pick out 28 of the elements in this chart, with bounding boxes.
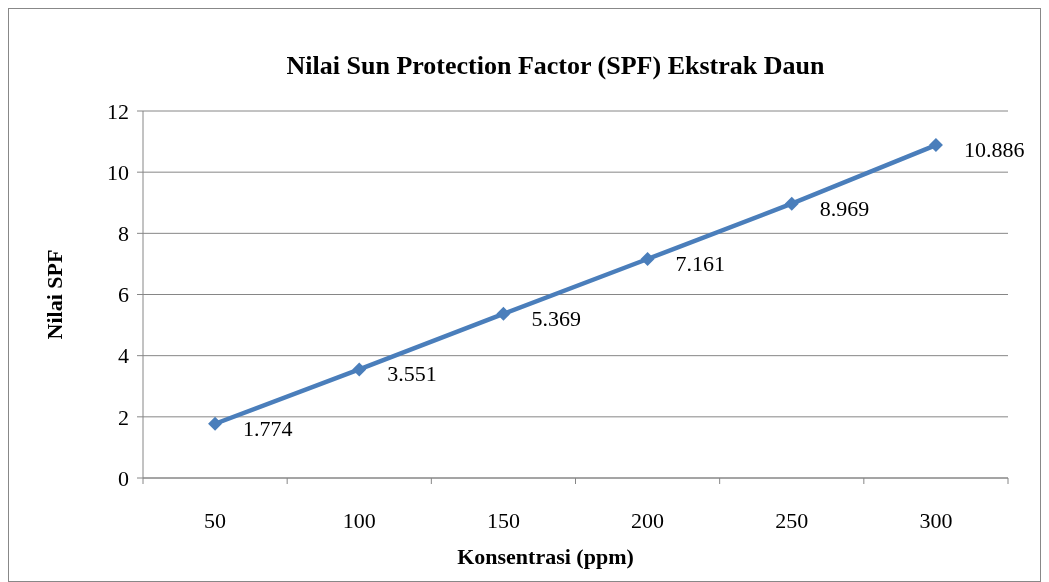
data-label: 1.774: [243, 415, 293, 441]
y-tick-label: 8: [118, 221, 129, 247]
x-tick-label: 300: [919, 508, 953, 533]
x-tick-label: 100: [342, 508, 376, 533]
y-tick-label: 12: [107, 98, 129, 124]
y-tick-label: 4: [118, 343, 129, 369]
point: [784, 196, 799, 211]
point: [496, 306, 511, 321]
x-tick-label: 150: [486, 508, 520, 533]
y-tick-label: 2: [118, 404, 129, 430]
data-label: 5.369: [531, 305, 581, 331]
x-tick-label: 250: [775, 508, 809, 533]
data-label: 7.161: [675, 250, 726, 276]
y-tick-label: 0: [118, 465, 129, 491]
x-axis-title: Konsentrasi (ppm): [457, 544, 634, 569]
chart-title: Nilai Sun Protection Factor (SPF) Ekstrak Daun: [286, 51, 825, 80]
data-label: 10.886: [963, 137, 1025, 163]
point: [928, 138, 943, 153]
y-tick-label: 6: [118, 282, 129, 308]
y-tick-label: 10: [107, 159, 129, 185]
x-tick-label: 200: [631, 508, 665, 533]
data-label: 3.551: [387, 361, 437, 387]
y-axis-title: Nilai SPF: [42, 249, 67, 340]
point: [640, 251, 655, 266]
x-tick-label: 50: [204, 508, 227, 533]
point: [352, 362, 367, 377]
data-label: 8.969: [819, 195, 870, 221]
point: [208, 416, 223, 431]
